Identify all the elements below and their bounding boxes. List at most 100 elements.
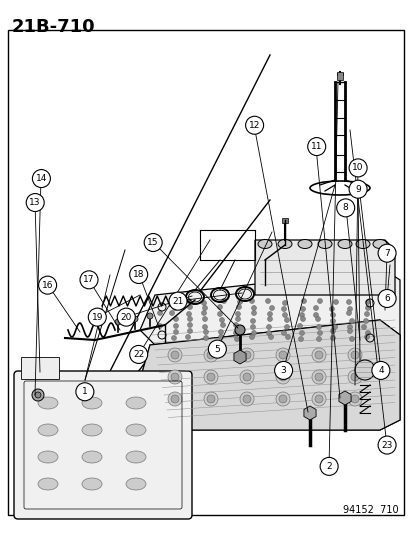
Circle shape (347, 370, 361, 384)
Circle shape (186, 311, 191, 317)
Circle shape (144, 233, 162, 252)
Circle shape (129, 265, 147, 284)
Circle shape (240, 370, 254, 384)
Circle shape (235, 317, 240, 321)
Bar (21, 357, 59, 379)
Circle shape (348, 159, 366, 177)
Circle shape (250, 319, 255, 324)
Circle shape (35, 392, 41, 398)
Circle shape (377, 289, 395, 308)
Ellipse shape (126, 424, 146, 436)
Circle shape (250, 325, 255, 329)
Circle shape (201, 301, 206, 305)
Circle shape (316, 336, 321, 342)
Text: 1: 1 (82, 387, 88, 396)
Circle shape (240, 348, 254, 362)
Ellipse shape (82, 397, 102, 409)
Text: 21: 21 (172, 297, 183, 305)
Circle shape (298, 336, 303, 342)
Circle shape (346, 300, 351, 304)
Circle shape (269, 305, 274, 311)
Circle shape (316, 325, 321, 329)
Circle shape (187, 322, 192, 327)
Circle shape (32, 169, 50, 188)
Circle shape (206, 351, 214, 359)
Circle shape (330, 319, 335, 324)
Circle shape (171, 395, 178, 403)
Circle shape (204, 348, 218, 362)
Circle shape (313, 312, 318, 318)
Circle shape (201, 311, 206, 316)
Circle shape (377, 244, 395, 262)
Circle shape (169, 292, 187, 310)
Circle shape (275, 370, 289, 384)
Circle shape (284, 325, 289, 329)
Ellipse shape (126, 397, 146, 409)
Circle shape (377, 436, 395, 454)
Polygon shape (130, 320, 399, 430)
Circle shape (203, 329, 208, 335)
Text: 8: 8 (342, 204, 348, 212)
Circle shape (363, 319, 368, 324)
Circle shape (115, 319, 121, 325)
Circle shape (76, 383, 94, 401)
Circle shape (218, 335, 223, 340)
Circle shape (220, 322, 225, 327)
Circle shape (219, 318, 224, 322)
Polygon shape (140, 270, 399, 345)
Circle shape (187, 328, 192, 334)
Circle shape (329, 306, 334, 311)
Circle shape (186, 298, 191, 303)
Circle shape (285, 335, 290, 340)
Circle shape (284, 318, 289, 322)
Circle shape (266, 330, 271, 335)
Text: 23: 23 (380, 441, 392, 449)
Circle shape (249, 335, 254, 340)
Circle shape (332, 325, 337, 329)
Text: 94152  710: 94152 710 (342, 505, 398, 515)
Circle shape (173, 324, 178, 328)
Circle shape (38, 276, 57, 294)
Circle shape (147, 313, 153, 319)
Circle shape (299, 312, 304, 318)
Circle shape (171, 298, 176, 303)
Ellipse shape (277, 239, 291, 248)
Circle shape (251, 330, 256, 335)
Circle shape (347, 348, 361, 362)
Circle shape (204, 370, 218, 384)
FancyBboxPatch shape (14, 371, 192, 519)
Circle shape (217, 311, 222, 317)
Circle shape (317, 298, 322, 303)
Circle shape (168, 348, 182, 362)
Circle shape (157, 311, 162, 316)
Ellipse shape (337, 239, 351, 248)
Bar (281, 218, 287, 223)
Circle shape (311, 348, 325, 362)
Circle shape (234, 336, 239, 342)
Circle shape (354, 360, 374, 380)
Text: 18: 18 (133, 270, 144, 279)
Circle shape (363, 335, 369, 340)
Ellipse shape (126, 478, 146, 490)
Circle shape (251, 311, 256, 316)
Polygon shape (130, 320, 399, 430)
Ellipse shape (38, 451, 58, 463)
Circle shape (168, 370, 182, 384)
Circle shape (313, 305, 318, 311)
Circle shape (171, 351, 178, 359)
Circle shape (282, 312, 287, 318)
Ellipse shape (372, 239, 386, 248)
Ellipse shape (82, 451, 102, 463)
Circle shape (267, 311, 272, 317)
Circle shape (349, 336, 354, 342)
Circle shape (333, 300, 338, 304)
Circle shape (206, 373, 214, 381)
Circle shape (307, 138, 325, 156)
Circle shape (314, 373, 322, 381)
Text: 19: 19 (91, 313, 103, 321)
Text: 12: 12 (248, 121, 260, 130)
Circle shape (267, 317, 272, 321)
Circle shape (32, 389, 44, 401)
Text: 7: 7 (383, 249, 389, 257)
Circle shape (274, 361, 292, 379)
